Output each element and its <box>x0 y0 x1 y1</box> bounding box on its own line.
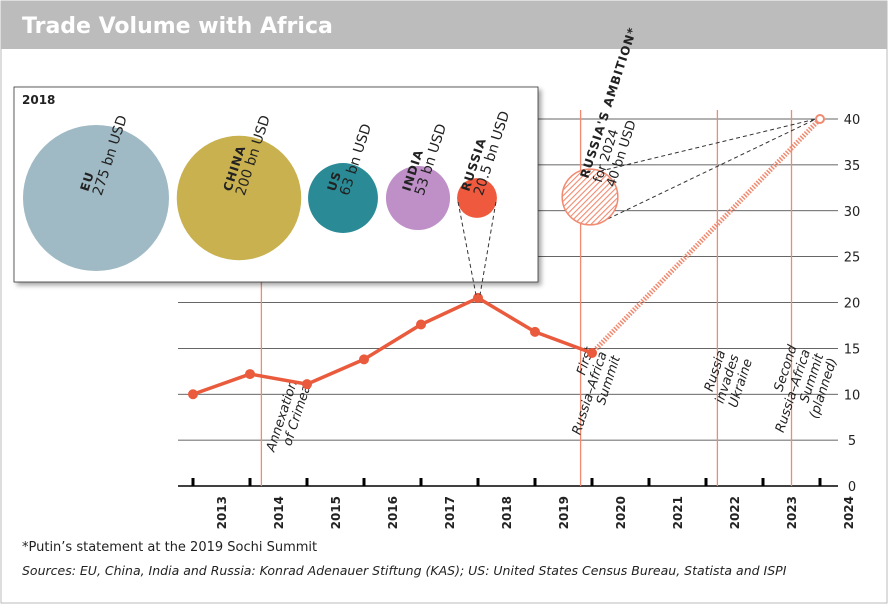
bubble-name: US <box>325 169 345 193</box>
trade-point <box>302 379 312 390</box>
x-tick <box>533 478 537 486</box>
y-tick-label: 20 <box>844 297 861 312</box>
x-tick <box>761 478 765 486</box>
ambition-bubble <box>561 168 619 226</box>
x-tick <box>704 478 708 486</box>
y-tick-label: 15 <box>844 342 861 357</box>
y-tick-label: 0 <box>848 480 856 495</box>
x-tick <box>476 478 480 486</box>
x-tick-label: 2021 <box>671 496 685 529</box>
x-tick-label: 2023 <box>785 496 799 529</box>
x-tick-label: 2017 <box>443 496 457 529</box>
bubble <box>23 125 169 271</box>
x-tick <box>248 478 252 486</box>
trade-point <box>188 389 198 400</box>
x-tick <box>590 478 594 486</box>
x-tick-label: 2024 <box>842 496 856 529</box>
x-tick-label: 2022 <box>728 496 742 529</box>
trade-point <box>530 326 540 337</box>
x-tick-label: 2019 <box>557 496 571 529</box>
trade-point <box>416 319 426 330</box>
x-tick <box>419 478 423 486</box>
trade-point <box>245 369 255 380</box>
trade-point <box>587 347 597 358</box>
y-tick-label: 30 <box>844 205 861 220</box>
leader <box>599 118 817 172</box>
inset-title: 2018 <box>22 93 55 107</box>
bubble <box>308 163 378 233</box>
trade-line <box>192 296 593 396</box>
y-tick-label: 40 <box>844 113 861 128</box>
x-tick <box>191 478 195 486</box>
y-tick-label: 10 <box>844 388 861 403</box>
title-bar <box>1 1 887 49</box>
x-tick-label: 2020 <box>614 496 628 529</box>
x-tick <box>362 478 366 486</box>
x-tick-label: 2016 <box>386 496 400 529</box>
bubble <box>385 165 451 231</box>
ambition-line <box>590 117 822 355</box>
y-tick-label: 5 <box>848 434 856 449</box>
footnote: *Putin’s statement at the 2019 Sochi Sum… <box>22 540 317 555</box>
y-tick-label: 35 <box>844 159 861 174</box>
target-point <box>815 114 825 124</box>
trade-point <box>359 354 369 365</box>
chart-title: Trade Volume with Africa <box>22 14 333 39</box>
trade-point <box>473 292 483 303</box>
leader <box>607 118 817 220</box>
connector <box>479 201 497 295</box>
connector <box>457 201 477 296</box>
x-tick <box>305 478 309 486</box>
bubble-name: EU <box>78 170 97 193</box>
x-tick-label: 2018 <box>500 496 514 529</box>
bubble <box>457 178 497 218</box>
x-tick-label: 2014 <box>272 496 286 529</box>
x-tick-label: 2013 <box>215 496 229 529</box>
x-tick-label: 2015 <box>329 496 343 529</box>
source: Sources: EU, China, India and Russia: Ko… <box>22 563 787 578</box>
x-tick <box>818 478 822 486</box>
x-tick <box>647 478 651 486</box>
y-tick-label: 25 <box>844 251 861 266</box>
bubble <box>176 135 302 261</box>
